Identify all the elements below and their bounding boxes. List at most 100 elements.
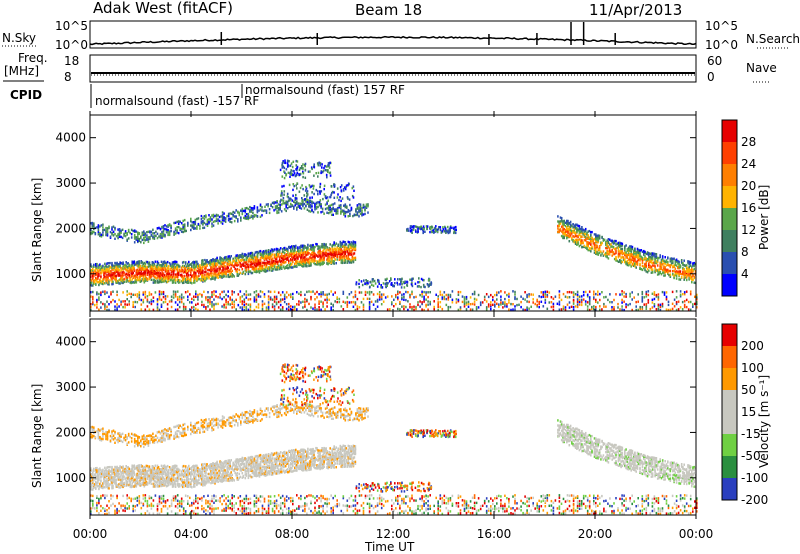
power-cell [136,271,139,275]
power-cell [378,293,381,297]
power-cell [689,277,692,280]
power-cell [119,282,121,285]
power-cell [582,245,584,249]
power-cell [225,255,227,259]
power-cell [212,262,214,266]
power-cell [312,250,314,254]
power-cell [182,227,184,230]
power-cell [229,220,231,223]
power-cell [418,280,421,284]
power-cell [140,298,143,302]
power-cell [579,243,582,246]
power-cell [683,271,685,274]
power-cell [289,198,291,202]
power-cell [291,204,294,207]
power-cell [177,280,180,284]
power-cell [212,258,214,261]
power-cell [288,305,290,309]
power-cell [113,273,115,277]
power-cell [636,256,639,259]
power-cell [232,213,234,217]
power-cell [437,305,439,309]
power-cell [413,225,415,228]
power-cell [219,271,221,274]
power-cell [673,269,675,273]
power-cell [192,274,194,277]
power-cell [620,244,622,248]
power-cell [352,244,355,247]
power-cell [336,258,338,261]
power-cell [294,305,296,308]
power-cell [279,308,282,311]
power-cell [267,262,270,265]
power-cell [332,213,334,216]
power-cell [669,273,672,276]
power-cell [323,242,325,246]
power-cell [227,295,229,298]
power-cell [321,207,324,210]
power-cell [423,227,425,231]
power-cell [290,246,292,249]
power-cell [178,298,181,301]
power-cell [243,303,246,307]
power-cell [331,250,333,253]
power-cell [353,245,356,248]
power-cell [158,280,161,284]
power-cell [225,272,227,276]
power-cell [326,201,328,204]
power-cell [409,225,412,228]
power-cell [333,243,335,247]
power-cell [330,185,333,188]
power-cell [590,241,592,244]
power-cell [564,232,567,235]
power-cell [165,274,168,277]
power-cell [201,266,203,270]
power-cell [105,264,107,268]
power-cell [104,275,106,278]
power-cell [204,258,206,262]
power-cell [206,259,208,262]
power-cell [573,224,576,227]
power-cell [173,233,175,236]
power-cell [268,262,271,266]
power-cell [687,267,689,270]
power-cell [337,252,339,256]
power-cell [365,205,368,208]
power-cell [333,183,336,187]
power-cell [351,186,354,190]
power-cell [176,270,179,273]
power-cell [682,266,684,270]
power-cell [190,267,192,270]
power-cell [165,273,168,276]
power-cell [280,190,283,193]
power-cell [246,215,248,219]
power-cell [114,226,116,230]
power-cell [237,256,240,259]
power-cell [586,244,588,247]
power-cell [225,258,227,261]
power-cell [644,257,646,260]
power-cell [142,271,145,275]
power-cell [202,280,204,283]
power-cell [235,308,237,311]
power-cell [449,295,452,298]
power-cell [257,251,260,255]
power-cell [249,303,252,306]
power-cell [248,257,251,260]
power-cell [590,237,592,240]
power-cell [90,222,92,225]
power-cell [153,278,156,282]
power-cell [106,279,108,282]
power-cell [247,293,250,296]
power-cell [236,274,239,277]
power-cell [134,263,136,266]
power-cell [237,210,239,213]
power-cell [606,243,608,247]
power-cell [629,254,631,257]
power-cell [188,280,190,283]
power-cell [626,248,629,251]
power-cell [352,242,355,245]
power-cell [297,204,300,208]
power-cell [451,298,454,301]
power-cell [506,293,508,297]
